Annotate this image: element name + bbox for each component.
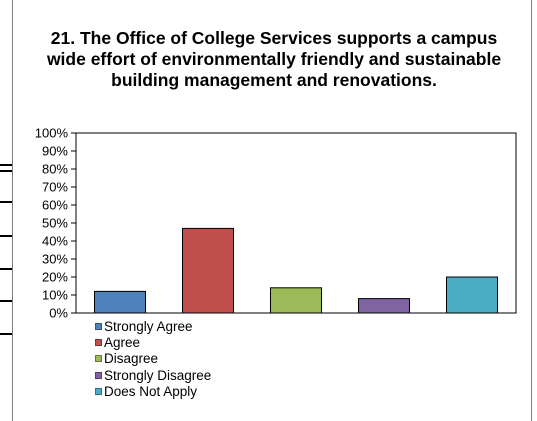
bar-agree xyxy=(182,227,234,314)
legend-label: Strongly Agree xyxy=(104,318,193,334)
bar-disagree xyxy=(270,287,322,314)
legend-label: Disagree xyxy=(104,351,159,367)
chart-title: 21. The Office of College Services suppo… xyxy=(46,28,502,90)
y-tick-label: 10% xyxy=(42,288,68,303)
legend-item: Does Not Apply xyxy=(95,384,211,400)
y-tick-label: 60% xyxy=(42,198,68,213)
y-tick-label: 80% xyxy=(42,162,68,177)
y-tick-label: 100% xyxy=(35,126,69,141)
legend-item: Strongly Agree xyxy=(95,318,211,334)
bar-strongly-disagree xyxy=(358,298,410,314)
chart-frame-border-left xyxy=(12,0,13,421)
y-tick-label: 90% xyxy=(42,144,68,159)
y-tick-label: 70% xyxy=(42,180,68,195)
legend-swatch xyxy=(95,339,102,347)
external-tick-mark xyxy=(0,300,12,302)
y-tick-label: 30% xyxy=(42,252,68,267)
external-tick-mark xyxy=(0,333,12,335)
y-tick-label: 40% xyxy=(42,234,68,249)
legend-item: Agree xyxy=(95,334,211,350)
external-tick-mark xyxy=(0,170,12,172)
legend-label: Agree xyxy=(104,335,141,351)
y-tick-label: 50% xyxy=(42,216,68,231)
legend-swatch xyxy=(95,371,102,379)
legend-item: Disagree xyxy=(95,351,211,367)
chart-legend: Strongly Agree Agree Disagree Strongly Disa… xyxy=(95,318,211,400)
y-tick-label: 0% xyxy=(49,306,68,321)
y-tick-label: 20% xyxy=(42,270,68,285)
legend-swatch xyxy=(95,388,102,396)
legend-item: Strongly Disagree xyxy=(95,367,211,383)
legend-swatch xyxy=(95,322,102,330)
external-tick-mark xyxy=(0,268,12,270)
bar-strongly-agree xyxy=(94,290,146,314)
external-tick-mark xyxy=(0,201,12,203)
chart-frame-border-right xyxy=(531,0,532,421)
legend-label: Does Not Apply xyxy=(104,384,198,400)
external-tick-mark xyxy=(0,235,12,237)
external-tick-mark xyxy=(0,164,12,166)
bar-does-not-apply xyxy=(446,276,498,314)
legend-label: Strongly Disagree xyxy=(104,367,212,383)
legend-swatch xyxy=(95,355,102,363)
